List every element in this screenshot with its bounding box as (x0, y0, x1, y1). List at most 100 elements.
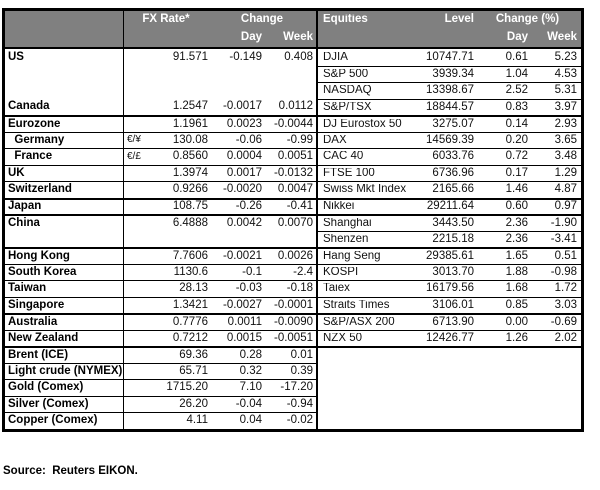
equity-level-value: 16179.56 (426, 282, 474, 294)
fx-change-week-value: -0.0051 (273, 331, 313, 344)
fx-row: Taiwan 28.13 -0.03 -0.18 (5, 280, 316, 297)
market-snapshot-table: FX Rate* Change Day Week US 91.571 -0.149 0… (2, 8, 584, 432)
equities-rows: DJIA 10747.71 0.61 5.23 S&P 500 3939.34 1.04 4.… (318, 49, 581, 429)
fx-change-week-value: 0.39 (290, 364, 313, 377)
fx-rate-value: 0.7212 (172, 331, 208, 344)
fx-row-label: France (5, 149, 124, 165)
fx-rate-value: 26.20 (179, 397, 208, 410)
equity-change-day-value: 1.04 (505, 67, 528, 80)
fx-change-day-value: -0.149 (229, 50, 262, 63)
equity-change-day-value: 1.88 (505, 265, 528, 278)
equity-change-day-value: 1.46 (505, 183, 528, 195)
equities-day-column-header: Day (506, 31, 528, 44)
fx-row: France €/£ 0.8560 0.0004 0.0051 (5, 148, 316, 165)
fx-day-column-header: Day (240, 31, 262, 44)
fx-change-week-value: -0.41 (286, 200, 313, 212)
fx-label-header-spacer (5, 11, 124, 29)
fx-row-label: South Korea (5, 264, 124, 280)
fx-change-day-value: -0.0021 (222, 249, 262, 262)
fx-change-day-value: 0.32 (239, 364, 262, 377)
equities-column-header: Equities (323, 14, 368, 26)
fx-change-week-value: -0.0044 (273, 117, 313, 130)
fx-change-day-value: 0.04 (239, 414, 262, 426)
fx-change-week-value: -0.0090 (273, 315, 313, 328)
fx-change-week-value: 0.0047 (277, 183, 313, 195)
fx-row: UK 1.3974 0.0017 -0.0132 (5, 164, 316, 181)
equity-row: FTSE 100 6736.96 0.17 1.29 (318, 164, 581, 182)
equity-change-day-value: 1.26 (505, 331, 528, 344)
equity-change-week-value: 4.87 (554, 183, 577, 195)
fx-change-day-value: -0.04 (235, 397, 262, 410)
fx-row-label: China (5, 216, 124, 231)
fx-row: Germany €/¥ 130.08 -0.06 -0.99 (5, 131, 316, 148)
fx-row-label: Singapore (5, 297, 124, 313)
equity-change-day-value: 0.60 (505, 200, 528, 212)
fx-change-week-value: 0.408 (284, 50, 313, 63)
equity-change-week-value: 1.29 (554, 166, 577, 179)
equity-change-day-value: 2.36 (505, 216, 528, 229)
equity-row: Straits Times 3106.01 0.85 3.03 (318, 296, 581, 314)
fx-row-label: New Zealand (5, 330, 124, 346)
equity-level-value: 10747.71 (426, 50, 474, 63)
equity-change-week-value: -1.90 (550, 216, 577, 229)
equity-row: DJIA 10747.71 0.61 5.23 (318, 49, 581, 66)
fx-change-day-value: 0.0015 (226, 331, 262, 344)
equities-week-column-header: Week (547, 31, 577, 44)
equity-name: Swiss Mkt Index (323, 184, 407, 195)
equity-row: S&P/ASX 200 6713.90 0.00 -0.69 (318, 313, 581, 330)
fx-row: Japan 108.75 -0.26 -0.41 (5, 197, 316, 214)
fx-change-week-value: -0.99 (286, 133, 313, 146)
equity-level-value: 3013.70 (432, 265, 474, 278)
equity-name: Taiex (323, 283, 350, 294)
equity-change-week-value: -3.41 (550, 232, 577, 245)
fx-row: Light crude (NYMEX) 65.71 0.32 0.39 (5, 362, 316, 379)
fx-change-column-header: Change (240, 13, 284, 26)
fx-change-week-value: 0.0051 (277, 150, 313, 162)
source-note: Source: Reuters EIKON. (3, 465, 138, 477)
fx-row: Hong Kong 7.7606 -0.0021 0.0026 (5, 247, 316, 264)
fx-rate-value: 1130.6 (173, 265, 208, 278)
fx-rate-value: 0.9266 (172, 183, 208, 195)
equity-row: DJ Eurostox 50 3275.07 0.14 2.93 (318, 115, 581, 132)
equity-level-value: 29385.61 (426, 249, 474, 262)
equity-change-week-value: 2.93 (554, 117, 577, 130)
equity-name: NASDAQ (323, 85, 372, 96)
equity-level-value: 29211.64 (426, 200, 474, 212)
equity-row: Taiex 16179.56 1.68 1.72 (318, 280, 581, 297)
fx-header: FX Rate* Change Day Week (5, 11, 316, 49)
fx-row: Singapore 1.3421 -0.0027 -0.0001 (5, 296, 316, 313)
equity-level-value: 2165.66 (432, 183, 474, 195)
fx-change-day-value: 0.0017 (226, 166, 262, 179)
equity-row: CAC 40 6033.76 0.72 3.48 (318, 148, 581, 165)
fx-rate-value: 65.71 (179, 364, 208, 377)
change-pct-column-header: Change (%) (495, 13, 560, 26)
fx-change-day-value: -0.06 (235, 133, 262, 146)
level-column-header: Level (444, 13, 474, 26)
equity-change-week-value: 0.97 (554, 200, 577, 212)
equity-level-value: 2215.18 (432, 232, 474, 245)
fx-currency-pair: €/£ (127, 150, 141, 162)
equity-row: Hang Seng 29385.61 1.65 0.51 (318, 247, 581, 264)
fx-row (5, 82, 316, 99)
fx-rate-value: 0.8560 (172, 150, 208, 162)
fx-change-week-value: -0.18 (286, 282, 313, 294)
equity-level-value: 3106.01 (432, 298, 474, 311)
equity-name: S&P/TSX (323, 101, 372, 113)
equity-row: S&P 500 3939.34 1.04 4.53 (318, 65, 581, 83)
equity-change-day-value: 0.61 (505, 50, 528, 63)
fx-row-label: Canada (5, 98, 124, 115)
fx-change-day-value: -0.26 (235, 200, 262, 212)
equity-level-value: 6736.96 (432, 166, 474, 179)
fx-row-label: UK (5, 165, 124, 181)
fx-row: US 91.571 -0.149 0.408 (5, 49, 316, 66)
fx-rate-value: 1.3421 (172, 298, 208, 311)
equity-name: NZX 50 (323, 332, 362, 344)
fx-row-label: Hong Kong (5, 249, 124, 264)
fx-change-day-value: 0.0023 (226, 117, 262, 130)
fx-rows: US 91.571 -0.149 0.408 Canada 1.2547 -0.0017 0.… (5, 49, 316, 429)
equity-change-day-value: 2.36 (505, 232, 528, 245)
fx-change-week-value: -17.20 (280, 381, 313, 393)
fx-row-label: Light crude (NYMEX) (5, 363, 124, 379)
equity-level-value: 12426.77 (426, 331, 474, 344)
equity-name: Hang Seng (323, 250, 381, 262)
